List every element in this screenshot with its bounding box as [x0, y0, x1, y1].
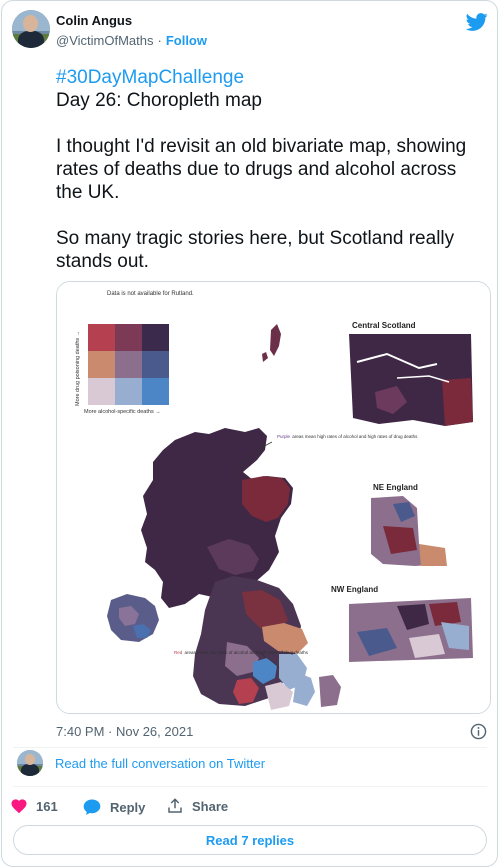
inset-title-ne-england: NE England [373, 483, 418, 492]
annotation-red-keyword: Red [174, 650, 183, 655]
author-avatar[interactable] [12, 10, 50, 48]
tweet-paragraph-1: I thought I'd revisit an old bivariate m… [56, 136, 467, 203]
inset-central-scotland [349, 334, 473, 426]
heart-icon [11, 799, 27, 814]
tweet-line-1: Day 26: Choropleth map [56, 90, 262, 111]
inset-ne-england [371, 496, 447, 566]
reply-label: Reply [110, 799, 146, 815]
like-button[interactable]: 161 [10, 797, 58, 815]
share-button[interactable]: Share [166, 797, 228, 815]
share-label: Share [192, 798, 229, 814]
annotation-purple: Purple areas mean high rates of alcohol … [277, 434, 418, 439]
read-conversation-link[interactable]: Read the full conversation on Twitter [55, 756, 266, 771]
map-graphic: Data is not available for Rutland. More … [57, 282, 490, 713]
annotation-red-text: areas mean low rates of alcohol and high… [185, 650, 309, 655]
like-count: 161 [36, 798, 58, 814]
separator: · [157, 33, 162, 48]
annotation-red: Red areas mean low rates of alcohol and … [174, 650, 309, 655]
inset-nw-england [349, 598, 473, 662]
author-name[interactable]: Colin Angus [56, 13, 133, 28]
inset-title-nw-england: NW England [331, 585, 378, 594]
conversation-avatar[interactable] [17, 750, 43, 776]
author-handle-row: @VictimOfMaths · Follow [56, 33, 207, 48]
divider-middle [13, 786, 487, 787]
info-icon[interactable] [470, 723, 487, 740]
tweet-paragraph-2: So many tragic stories here, but Scotlan… [56, 228, 455, 272]
follow-button[interactable]: Follow [165, 33, 207, 48]
annotation-purple-keyword: Purple [277, 434, 291, 439]
annotation-purple-text: areas mean high rates of alcohol and hig… [292, 434, 418, 439]
legend-x-label: More alcohol-specific deaths → [84, 409, 161, 415]
reply-bubble-icon [83, 799, 101, 815]
map-image[interactable]: Data is not available for Rutland. More … [56, 281, 491, 714]
divider-top [13, 747, 487, 748]
share-icon [168, 798, 182, 813]
inset-title-central-scotland: Central Scotland [352, 321, 416, 330]
map-note: Data is not available for Rutland. [107, 291, 194, 297]
legend-y-label: More drug poisoning deaths → [75, 331, 81, 406]
bivariate-legend [88, 324, 169, 405]
reply-button[interactable]: Reply [82, 797, 145, 817]
hashtag-link[interactable]: #30DayMapChallenge [56, 67, 245, 88]
tweet-timestamp[interactable]: 7:40 PM · Nov 26, 2021 [56, 724, 194, 739]
author-handle[interactable]: @VictimOfMaths [56, 33, 154, 48]
twitter-bird-icon[interactable] [466, 11, 488, 33]
read-replies-button[interactable]: Read 7 replies [13, 825, 487, 855]
